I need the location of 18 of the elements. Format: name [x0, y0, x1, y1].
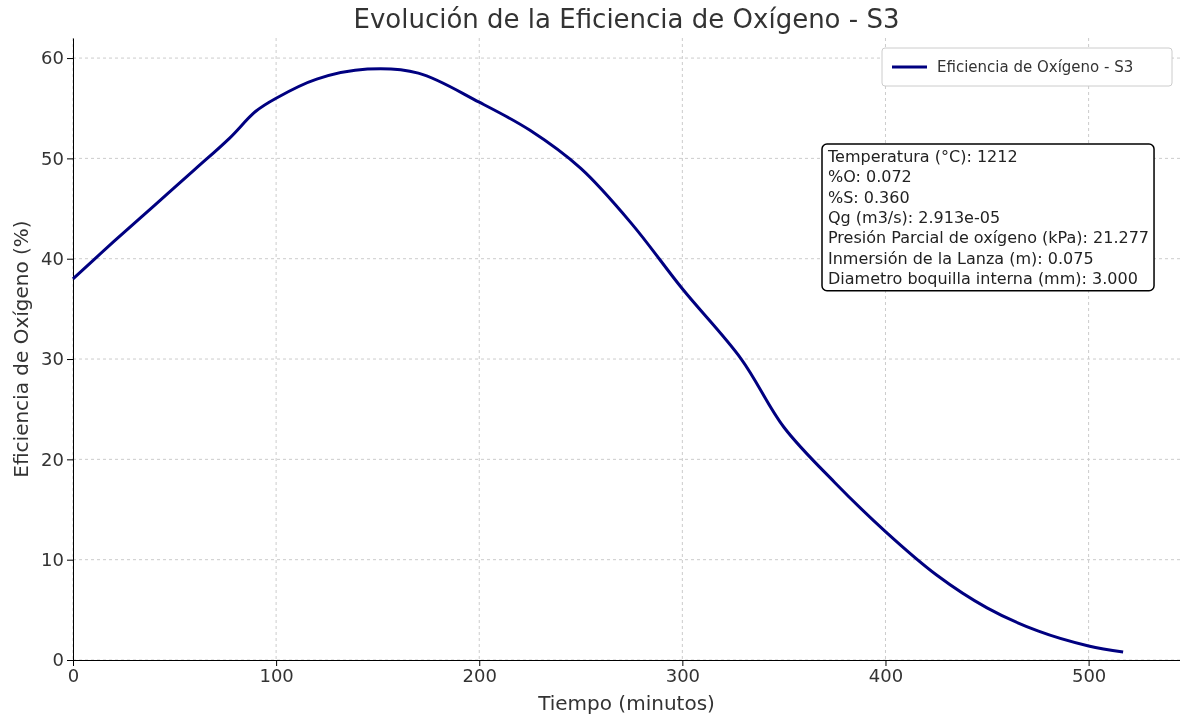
- x-tick-label: 100: [259, 664, 294, 686]
- y-tick-label: 10: [41, 548, 64, 570]
- x-tick-label: 400: [868, 664, 904, 686]
- y-tick-label: 60: [41, 47, 64, 69]
- y-tick-label: 0: [52, 649, 64, 671]
- y-axis-title: Eficiencia de Oxígeno (%): [9, 220, 33, 478]
- y-tick-label: 30: [41, 348, 64, 370]
- y-tick-label: 20: [41, 448, 64, 470]
- x-tick-label: 0: [67, 664, 80, 686]
- x-tick-label: 200: [462, 664, 497, 686]
- chart-title: Evolución de la Eficiencia de Oxígeno - S3: [353, 4, 900, 34]
- annotation: Temperatura (°C): 1212 %O: 0.072 %S: 0.360 Qg (m3/s): 2.913e-05 Presión Parcial de oxígeno (kPa): 21.277 Inmersión de la Lanza (m): 0.075 Diametro boquilla interna (mm): 3.000: [827, 147, 1150, 288]
- x-axis-title: Tiempo (minutos): [537, 691, 715, 715]
- y-tick-label: 50: [41, 147, 64, 169]
- x-tick-label: 500: [1071, 664, 1107, 686]
- x-tick-label: 300: [665, 664, 701, 686]
- legend-label: Eficiencia de Oxígeno - S3: [937, 58, 1134, 76]
- y-tick-label: 40: [41, 247, 64, 269]
